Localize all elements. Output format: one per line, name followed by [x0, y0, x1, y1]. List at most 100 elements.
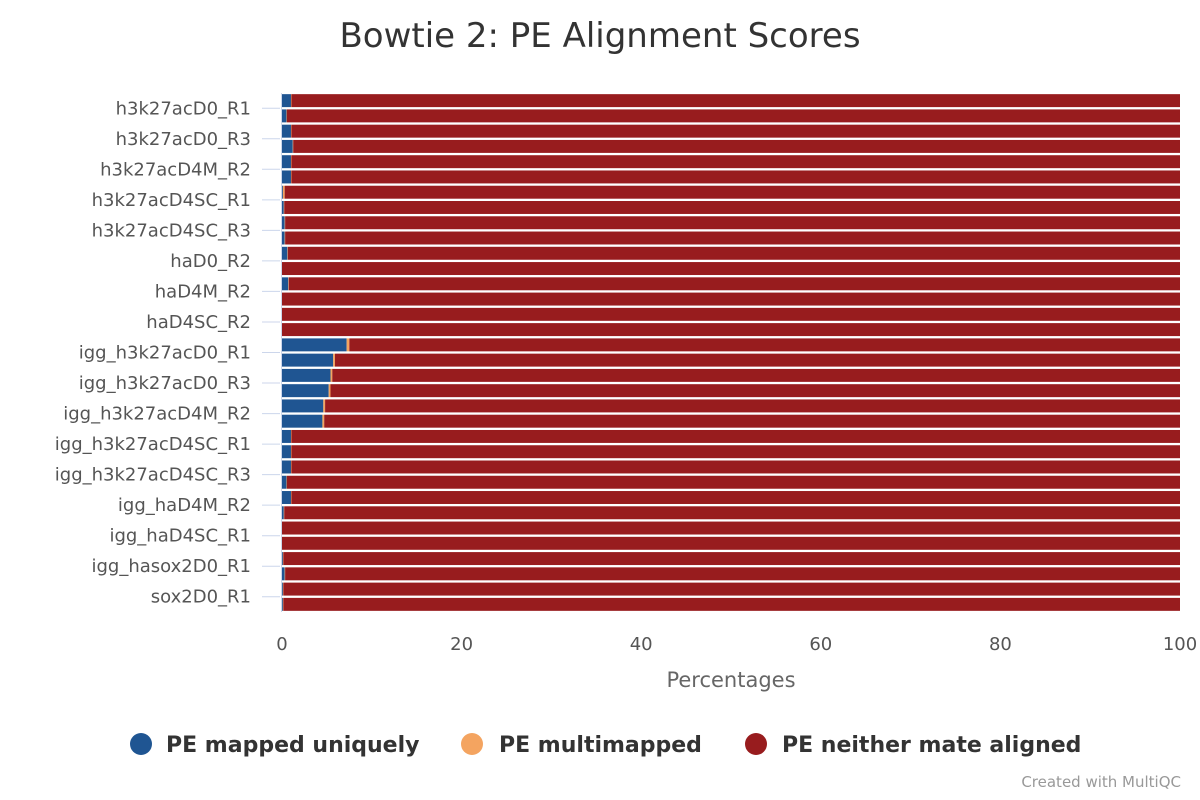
- category-label: h3k27acD4SC_R3: [92, 220, 251, 241]
- bar-segment-0-18[interactable]: [282, 368, 331, 382]
- bar-segment-0-24[interactable]: [282, 460, 291, 474]
- bar-segment-0-9[interactable]: [282, 231, 285, 245]
- bars-group: [282, 94, 1181, 611]
- bar-segment-1-17[interactable]: [333, 353, 335, 367]
- bar-segment-0-33[interactable]: [282, 597, 283, 611]
- category-label: haD4SC_R2: [146, 312, 251, 333]
- legend-item[interactable]: PE neither mate aligned: [745, 733, 1081, 758]
- x-tick-label: 20: [450, 634, 473, 655]
- bar-segment-1-20[interactable]: [323, 399, 326, 413]
- bar-segment-1-6[interactable]: [282, 185, 285, 199]
- legend-label: PE multimapped: [499, 733, 702, 758]
- bar-segment-2-10[interactable]: [287, 246, 1181, 260]
- x-axis: 0 20 40 60 80 100: [276, 634, 1197, 655]
- legend-item[interactable]: PE multimapped: [461, 733, 702, 758]
- bar-segment-0-30[interactable]: [282, 552, 283, 566]
- bar-segment-0-12[interactable]: [282, 277, 289, 291]
- bar-segment-2-22[interactable]: [291, 429, 1180, 443]
- bar-segment-2-3[interactable]: [293, 139, 1181, 153]
- bar-segment-2-15[interactable]: [282, 323, 1180, 337]
- bar-segment-2-23[interactable]: [291, 445, 1180, 459]
- legend-swatch: [130, 733, 152, 755]
- bar-segment-1-18[interactable]: [330, 368, 333, 382]
- x-tick-label: 60: [809, 634, 832, 655]
- bar-segment-0-8[interactable]: [282, 216, 285, 230]
- bar-segment-0-4[interactable]: [282, 155, 291, 169]
- bar-segment-0-0[interactable]: [282, 94, 291, 108]
- bar-segment-0-31[interactable]: [282, 567, 285, 581]
- bar-segment-0-6[interactable]: [282, 185, 283, 199]
- bar-segment-2-13[interactable]: [282, 292, 1180, 306]
- bar-segment-2-19[interactable]: [330, 384, 1180, 398]
- bar-segment-0-10[interactable]: [282, 246, 288, 260]
- bar-segment-2-5[interactable]: [291, 170, 1180, 184]
- category-label: igg_h3k27acD4M_R2: [63, 404, 251, 425]
- bar-segment-2-14[interactable]: [282, 307, 1180, 321]
- bar-segment-0-25[interactable]: [282, 475, 287, 489]
- category-axis: h3k27acD0_R1 h3k27acD0_R3 h3k27acD4M_R2 h3k…: [55, 93, 282, 612]
- category-label: igg_h3k27acD0_R1: [79, 343, 251, 364]
- bar-segment-1-16[interactable]: [346, 338, 350, 352]
- bar-segment-0-7[interactable]: [282, 201, 284, 214]
- bar-segment-2-21[interactable]: [324, 414, 1181, 428]
- bar-segment-2-12[interactable]: [288, 277, 1180, 291]
- bar-segment-2-33[interactable]: [283, 597, 1181, 611]
- bar-segment-2-25[interactable]: [286, 475, 1180, 489]
- credit-text[interactable]: Created with MultiQC: [1021, 773, 1181, 791]
- x-tick-label: 100: [1163, 634, 1197, 655]
- bar-segment-0-23[interactable]: [282, 445, 291, 459]
- bar-segment-2-32[interactable]: [283, 582, 1181, 596]
- bar-segment-0-19[interactable]: [282, 384, 329, 398]
- bar-segment-0-5[interactable]: [282, 170, 291, 184]
- bar-segment-1-21[interactable]: [322, 414, 325, 428]
- bar-segment-0-3[interactable]: [282, 139, 293, 153]
- category-label: haD0_R2: [170, 251, 251, 272]
- bar-segment-2-8[interactable]: [285, 216, 1180, 230]
- bar-segment-0-1[interactable]: [282, 109, 287, 123]
- bar-segment-2-31[interactable]: [285, 567, 1180, 581]
- bar-segment-2-26[interactable]: [291, 491, 1180, 504]
- bar-segment-0-27[interactable]: [282, 506, 284, 520]
- legend-label: PE neither mate aligned: [782, 733, 1081, 758]
- bar-segment-2-30[interactable]: [283, 552, 1181, 566]
- bar-segment-2-9[interactable]: [285, 231, 1180, 245]
- bar-segment-1-19[interactable]: [328, 384, 331, 398]
- bar-segment-0-21[interactable]: [282, 414, 323, 428]
- bar-segment-0-17[interactable]: [282, 353, 334, 367]
- category-label: h3k27acD0_R1: [116, 98, 251, 119]
- category-label: igg_h3k27acD0_R3: [79, 373, 251, 394]
- x-tick-label: 0: [276, 634, 287, 655]
- bar-segment-2-27[interactable]: [284, 506, 1180, 520]
- bar-segment-2-17[interactable]: [334, 353, 1181, 367]
- bar-segment-2-20[interactable]: [325, 399, 1181, 413]
- x-tick-label: 40: [630, 634, 653, 655]
- bar-segment-2-24[interactable]: [291, 460, 1180, 474]
- bar-segment-0-2[interactable]: [282, 124, 291, 138]
- bar-segment-0-20[interactable]: [282, 399, 324, 413]
- bar-segment-0-22[interactable]: [282, 429, 291, 443]
- bar-segment-0-26[interactable]: [282, 491, 291, 504]
- legend-swatch: [745, 733, 767, 755]
- chart-title: Bowtie 2: PE Alignment Scores: [339, 16, 860, 56]
- category-label: haD4M_R2: [155, 281, 251, 302]
- legend-item[interactable]: PE mapped uniquely: [130, 733, 419, 758]
- legend: PE mapped uniquely PE multimapped PE neith…: [130, 733, 1081, 758]
- legend-label: PE mapped uniquely: [166, 733, 419, 758]
- bar-segment-0-32[interactable]: [282, 582, 283, 596]
- category-label: igg_h3k27acD4SC_R1: [55, 434, 251, 455]
- bar-segment-2-28[interactable]: [282, 521, 1180, 535]
- bar-segment-2-0[interactable]: [291, 94, 1180, 108]
- bar-segment-2-2[interactable]: [291, 124, 1180, 138]
- bar-segment-2-1[interactable]: [286, 109, 1180, 123]
- bar-segment-2-7[interactable]: [284, 201, 1180, 214]
- category-label: h3k27acD4SC_R1: [92, 190, 251, 211]
- bar-segment-2-6[interactable]: [284, 185, 1180, 199]
- bar-segment-2-16[interactable]: [349, 338, 1181, 352]
- category-label: h3k27acD4M_R2: [100, 159, 251, 180]
- bar-segment-2-29[interactable]: [282, 536, 1180, 550]
- bar-segment-2-11[interactable]: [282, 262, 1180, 276]
- bar-segment-2-18[interactable]: [332, 368, 1180, 382]
- bar-segment-2-4[interactable]: [291, 155, 1180, 169]
- bar-segment-0-16[interactable]: [282, 338, 347, 352]
